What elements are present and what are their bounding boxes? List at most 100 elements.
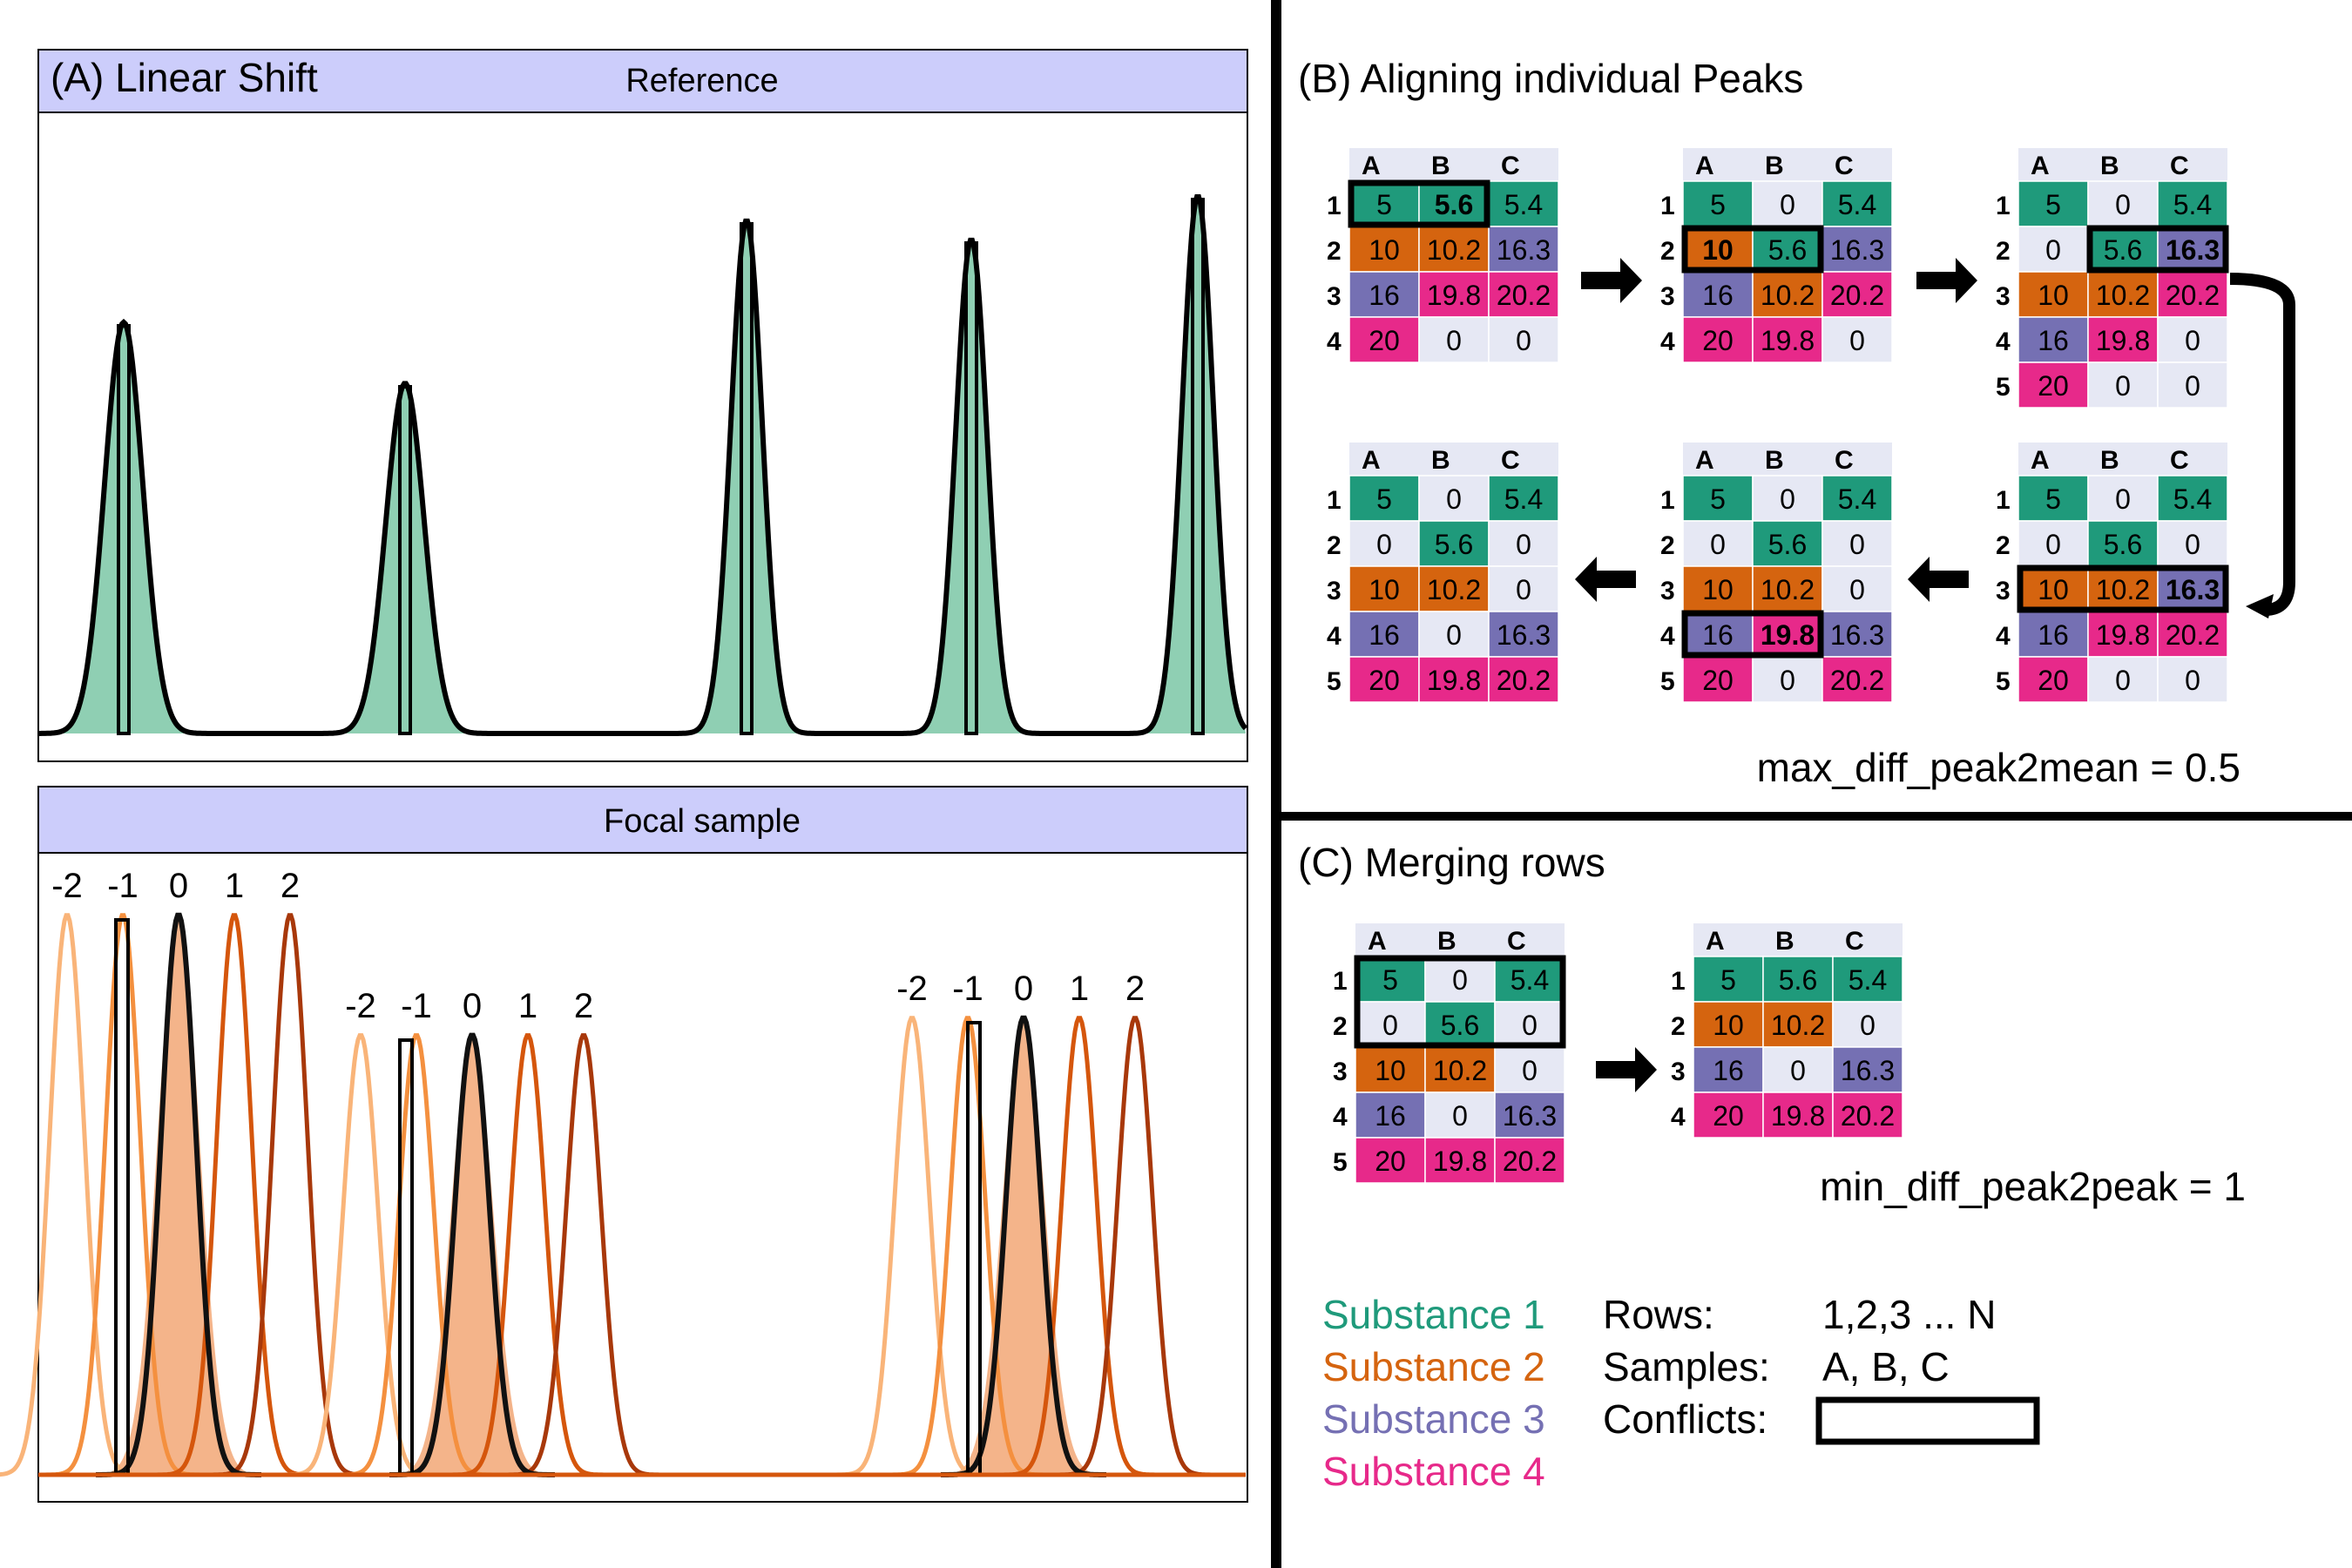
- table-row-number: 2: [1996, 531, 2011, 560]
- reference-strip: [37, 49, 1248, 113]
- table-cell-value: 5.6: [1779, 964, 1817, 996]
- table-row-number: 5: [1996, 667, 2011, 696]
- table-column-header: A: [1368, 927, 1387, 956]
- table-cell: [1821, 565, 1893, 612]
- table-cell: [1821, 180, 1893, 227]
- legend: Substance 1 Substance 2 Substance 3 Subs…: [1322, 1292, 2040, 1494]
- table-cell: [2157, 475, 2228, 522]
- table-cell-value: 16: [1369, 619, 1400, 651]
- table-cell: [1488, 271, 1559, 318]
- reference-peaks: [28, 194, 1248, 736]
- table-column-header: B: [1765, 446, 1784, 475]
- focal-peak-fill: [83, 915, 274, 1475]
- focal-shift-curve: [997, 1016, 1162, 1477]
- table-cell-value: 5.4: [1838, 189, 1876, 220]
- table-cell: [1488, 565, 1559, 612]
- table-row-number: 4: [1660, 622, 1675, 651]
- table-cell: [1762, 1092, 1834, 1139]
- table-cell-value: 0: [2185, 665, 2200, 696]
- table-cell-value: 16: [1369, 280, 1400, 311]
- table-cell-value: 10.2: [2096, 574, 2150, 605]
- table-row-number: 2: [1327, 237, 1342, 266]
- table-cell: [2157, 520, 2228, 567]
- table-row-number: 1: [1327, 192, 1342, 220]
- table-cell-value: 10.2: [1761, 574, 1815, 605]
- reference-peak-fill: [1102, 196, 1246, 733]
- table-cell-value: 10: [1369, 234, 1400, 266]
- table-cell-value: 0: [1849, 574, 1865, 605]
- legend-substance-3: Substance 3: [1322, 1396, 1545, 1442]
- legend-substance-2: Substance 2: [1322, 1344, 1545, 1389]
- table-cell-value: 20.2: [1841, 1100, 1895, 1132]
- table-cell-value: 10.2: [1771, 1010, 1825, 1041]
- table-cell-value: 5.6: [1441, 1010, 1479, 1041]
- legend-samples-label: Samples:: [1603, 1344, 1770, 1389]
- table-cell-value: 0: [1790, 1055, 1806, 1086]
- table-cell: [2157, 611, 2228, 658]
- table-cell-value: 16.3: [1503, 1100, 1557, 1132]
- arrow-left-icon: [1908, 557, 1969, 602]
- conflict-box: [1348, 179, 1490, 228]
- focal-peak-fill: [376, 1035, 568, 1475]
- table-cell-value: 5.6: [1435, 189, 1473, 220]
- table-cell-value: 0: [2185, 370, 2200, 402]
- shift-label: 0: [463, 987, 482, 1025]
- table-cell-value: 0: [1710, 529, 1726, 560]
- table-cell-value: 20.2: [1497, 665, 1551, 696]
- table-cell-value: 5.4: [1838, 483, 1876, 515]
- table-cell: [2017, 316, 2089, 363]
- table-cell-value: 5.4: [1504, 483, 1543, 515]
- table-cell-value: 10.2: [1427, 574, 1481, 605]
- table-cell: [1693, 1092, 1764, 1139]
- focal-shift-curve: [96, 912, 261, 1477]
- panel-a-title: (A) Linear Shift: [51, 55, 318, 100]
- table-cell: [1494, 1137, 1565, 1184]
- table-cell: [1832, 1046, 1903, 1093]
- table-cell: [1682, 316, 1754, 363]
- table-column-header: C: [1845, 927, 1864, 956]
- reference-peak-fill: [309, 383, 501, 733]
- table-column-header: A: [1706, 927, 1725, 956]
- table-cell-value: 19.8: [2096, 325, 2150, 356]
- table-column-header: A: [1695, 152, 1714, 180]
- table-row-number: 3: [1996, 282, 2011, 311]
- arrow-down-curve-head-icon: [2246, 594, 2274, 618]
- table-cell-value: 10: [1713, 1010, 1744, 1041]
- table-cell: [2157, 271, 2228, 318]
- table-cell: [1355, 1137, 1426, 1184]
- reference-peak-fill: [28, 322, 220, 733]
- table-b3: A B C1 5 0 5.42 0 5.6 16.33 10 10.2 20.24 16 19.8 05 20…: [1996, 148, 2229, 409]
- table-cell-value: 5.4: [1848, 964, 1887, 996]
- table-cell-value: 10: [1375, 1055, 1406, 1086]
- focal-shift-curve: [829, 1016, 995, 1477]
- table-column-header: A: [1362, 446, 1381, 475]
- table-cell-value: 5.4: [2173, 483, 2212, 515]
- table-cell-value: 20.2: [2166, 280, 2220, 311]
- table-cell-value: 0: [2185, 529, 2200, 560]
- shift-label: 2: [1125, 970, 1145, 1008]
- shift-label: 1: [225, 867, 244, 905]
- table-row-number: 4: [1327, 622, 1342, 651]
- table-cell-value: 0: [1516, 529, 1531, 560]
- table-row-number: 4: [1996, 328, 2011, 356]
- shift-label: -1: [107, 867, 139, 905]
- table-row-number: 3: [1327, 577, 1342, 605]
- reference-peak-marker: [117, 324, 131, 735]
- table-cell-value: 10: [1702, 574, 1734, 605]
- table-row-number: 2: [1660, 531, 1675, 560]
- table-cell-value: 19.8: [1761, 325, 1815, 356]
- shift-label: -1: [952, 970, 983, 1008]
- table-row-number: 4: [1671, 1103, 1686, 1132]
- arrow-right-icon: [1596, 1047, 1657, 1092]
- table-row-number: 5: [1996, 373, 2011, 402]
- legend-rows-value: 1,2,3 ... N: [1822, 1292, 1996, 1337]
- table-cell: [1821, 656, 1893, 703]
- reference-peak-fill: [875, 240, 1067, 733]
- table-b2: A B C 1 5 0 5.4 2 10 5.6 16.3 3 16 10.2 20.2 4 20 19.8 0: [1660, 148, 1893, 363]
- table-row-number: 5: [1327, 667, 1342, 696]
- table-cell-value: 5: [1376, 483, 1392, 515]
- reference-peak-fill: [651, 220, 842, 733]
- table-cell-value: 10: [2038, 280, 2069, 311]
- table-column-header: C: [1507, 927, 1526, 956]
- table-cell-value: 20: [2038, 370, 2069, 402]
